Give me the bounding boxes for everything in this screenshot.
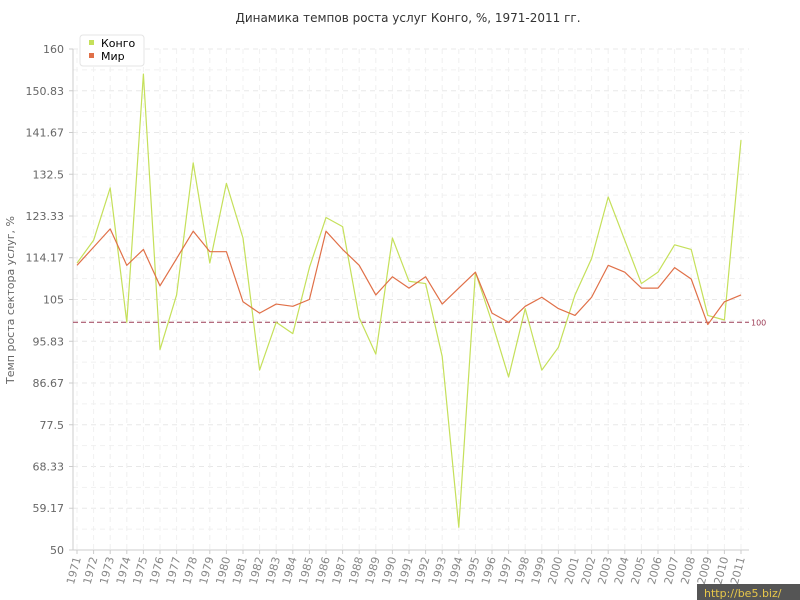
series-group xyxy=(76,73,742,528)
series-line-0 xyxy=(76,73,742,528)
grid xyxy=(73,48,749,550)
y-tick-label: 160 xyxy=(43,43,64,56)
y-tick-label: 150.83 xyxy=(26,85,65,98)
watermark-link[interactable]: http://be5.biz/ xyxy=(704,587,782,600)
reference-line: 100 xyxy=(73,318,766,327)
y-tick-label: 123.33 xyxy=(26,210,65,223)
y-tick-label: 141.67 xyxy=(26,126,65,139)
y-tick-label: 68.33 xyxy=(33,461,65,474)
x-axis-ticks: 1971197219731974197519761977197819791980… xyxy=(64,550,748,586)
x-tick-label: 2011 xyxy=(728,555,748,585)
y-tick-label: 105 xyxy=(43,294,64,307)
legend: Конго Мир xyxy=(79,34,145,67)
reference-line-label: 100 xyxy=(751,318,766,327)
y-axis-ticks: 50 59.17 68.33 77.5 86.67 95.83 105 114.17 123.3… xyxy=(26,43,73,557)
chart-title: Динамика темпов роста услуг Конго, %, 19… xyxy=(235,11,580,25)
legend-swatch-kongo xyxy=(89,40,94,45)
legend-label-mir: Мир xyxy=(101,50,125,63)
y-tick-label: 77.5 xyxy=(40,419,65,432)
watermark-background xyxy=(697,584,800,600)
y-tick-label: 59.17 xyxy=(33,502,65,515)
legend-swatch-mir xyxy=(89,53,94,58)
y-tick-label: 86.67 xyxy=(33,377,65,390)
legend-label-kongo: Конго xyxy=(101,37,136,50)
y-tick-label: 95.83 xyxy=(33,335,65,348)
series-line-1 xyxy=(76,228,742,326)
y-axis-label: Темп роста сектора услуг, % xyxy=(4,216,17,385)
y-tick-label: 114.17 xyxy=(26,252,65,265)
y-tick-label: 50 xyxy=(50,544,64,557)
y-tick-label: 132.5 xyxy=(33,168,65,181)
legend-box xyxy=(79,34,145,67)
watermark[interactable]: http://be5.biz/ xyxy=(697,584,800,600)
